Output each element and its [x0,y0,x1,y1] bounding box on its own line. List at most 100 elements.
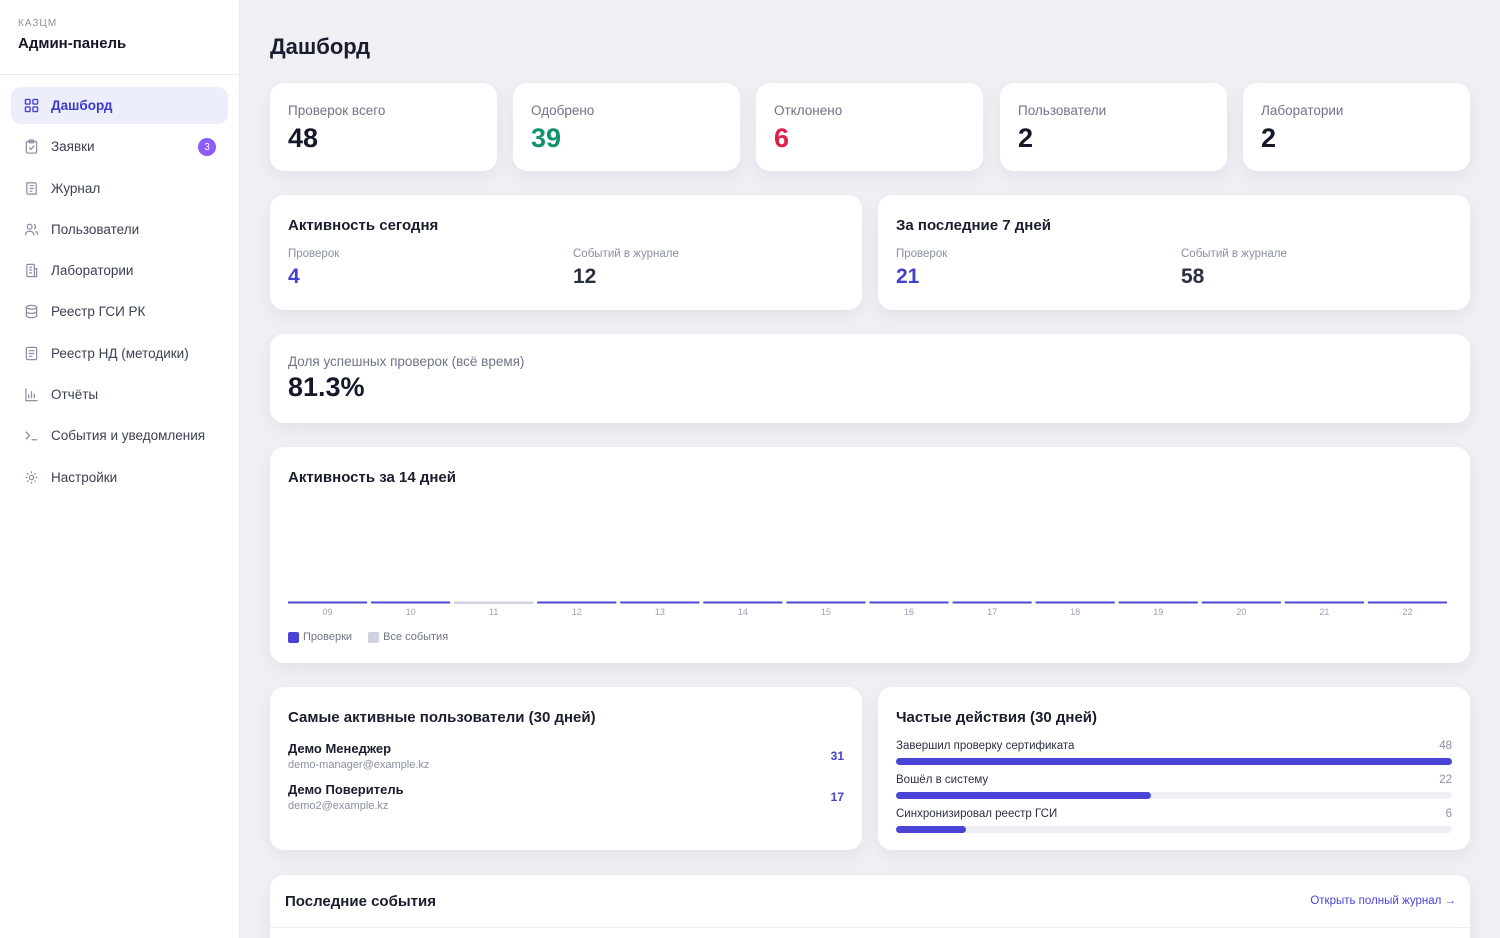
sidebar-item-dashboard[interactable]: Дашборд [11,87,228,124]
sidebar-item-label: Отчёты [51,387,99,403]
action-count: 48 [1439,740,1452,752]
card-recent-events: Последние события Открыть полный журнал … [270,875,1470,938]
sidebar-item-label: Журнал [51,180,101,196]
card-activity-today: Активность сегодня Проверок 4 Событий в … [270,195,862,310]
user-count: 31 [830,749,844,763]
stat-card-users: Пользователи 2 [1000,83,1227,171]
bar-checks [869,601,949,604]
stat-label: Одобрено [531,103,595,118]
page-title: Дашборд [270,34,371,59]
stat-value: 39 [531,123,562,153]
stat-card-total-checks: Проверок всего 48 [270,83,497,171]
x-tick-label: 15 [821,607,831,617]
stat-value: 6 [774,123,790,153]
card-title: За последние 7 дней [896,217,1051,234]
bar-chart-icon [23,387,39,403]
sidebar-item-label: Настройки [51,469,118,485]
card-success-rate: Доля успешных проверок (всё время) 81.3% [270,334,1470,423]
checks-label: Проверок [896,248,948,260]
action-progress-fill [896,792,1151,799]
user-name: Демо Менеджер [288,741,392,756]
events-value: 58 [1181,265,1205,288]
brand-title: Админ-панель [18,35,127,52]
bar-checks [371,601,451,604]
legend-swatch-all [368,631,380,643]
sidebar-item-gsi-registry[interactable]: Реестр ГСИ РК [11,293,228,330]
stat-label: Пользователи [1018,103,1107,118]
user-name: Демо Поверитель [288,782,404,797]
legend-swatch-checks [288,631,299,643]
action-count: 6 [1445,808,1452,820]
bar-checks [1201,601,1281,604]
bar-checks [1118,601,1198,604]
card-activity-14-days: Активность за 14 дней 09 10 11 12 13 14 15 16 17… [270,447,1470,663]
action-count: 22 [1439,774,1452,786]
stat-card-laboratories: Лаборатории 2 [1243,83,1470,171]
sidebar-item-settings[interactable]: Настройки [11,459,228,496]
x-tick-label: 22 [1402,607,1412,617]
action-progress-fill [896,758,1452,765]
bar-checks [1035,601,1115,604]
sidebar-item-journal[interactable]: Журнал [11,170,228,207]
x-tick-label: 21 [1319,607,1329,617]
user-email: demo-manager@example.kz [288,759,430,771]
action-progress-fill [896,826,966,833]
stat-label: Отклонено [774,103,843,118]
terminal-icon [23,428,39,444]
sidebar-item-reports[interactable]: Отчёты [11,376,228,413]
document-icon [23,345,39,361]
bar-checks [1367,601,1447,604]
card-title: Активность сегодня [288,217,439,234]
chart-legend: Проверки Все события [288,631,448,643]
card-title: Активность за 14 дней [288,469,456,486]
sidebar-item-laboratories[interactable]: Лаборатории [11,252,228,289]
journal-icon [23,180,39,196]
checks-value: 21 [896,265,920,288]
database-icon [23,304,39,320]
card-title: Последние события [285,893,436,910]
sidebar-item-label: События и уведомления [51,428,206,444]
checks-label: Проверок [288,248,340,260]
activity-chart: 09 10 11 12 13 14 15 16 17 18 19 20 21 22 [288,601,1447,617]
open-full-journal-link[interactable]: Открыть полный журнал → [1310,895,1456,907]
bar-checks [620,601,700,604]
sidebar-item-label: Дашборд [51,98,113,113]
clipboard-icon [23,139,39,155]
sidebar-item-users[interactable]: Пользователи [11,211,228,248]
gear-icon [23,469,39,485]
x-tick-label: 13 [655,607,665,617]
action-progress-track [896,758,1452,765]
building-icon [23,263,39,279]
card-frequent-actions: Частые действия (30 дней) Завершил прове… [878,687,1470,850]
stat-value: 2 [1018,123,1034,153]
bar-checks [952,601,1032,604]
sidebar-item-nd-registry[interactable]: Реестр НД (методики) [11,335,228,372]
checks-value: 4 [288,265,300,288]
action-progress-track [896,826,1452,833]
card-top-users: Самые активные пользователи (30 дней) Де… [270,687,862,850]
bar-checks [1284,601,1364,604]
users-icon [23,221,39,237]
card-last-7-days: За последние 7 дней Проверок 21 Событий … [878,195,1470,310]
sidebar-item-label: Лаборатории [51,263,134,279]
sidebar-item-requests[interactable]: Заявки 3 [11,128,228,165]
stat-label: Проверок всего [288,103,386,118]
sidebar-item-events[interactable]: События и уведомления [11,417,228,454]
brand-org: КАЗЦМ [18,18,58,29]
x-tick-label: 11 [489,607,498,617]
x-tick-label: 14 [738,607,748,617]
success-value: 81.3% [288,372,365,402]
requests-count-badge: 3 [198,138,216,157]
success-label: Доля успешных проверок (всё время) [288,354,525,369]
sidebar-nav: Дашборд Заявки 3 Журнал Пользователи Л [0,75,239,512]
divider [270,927,1470,928]
card-title: Самые активные пользователи (30 дней) [288,709,596,726]
grid-icon [23,98,39,114]
sidebar-item-label: Реестр НД (методики) [51,345,189,361]
x-tick-label: 20 [1236,607,1246,617]
bar-checks [786,601,866,604]
bar-checks [288,601,368,604]
stat-card-rejected: Отклонено 6 [756,83,983,171]
sidebar-item-label: Пользователи [51,221,140,237]
stat-card-approved: Одобрено 39 [513,83,740,171]
